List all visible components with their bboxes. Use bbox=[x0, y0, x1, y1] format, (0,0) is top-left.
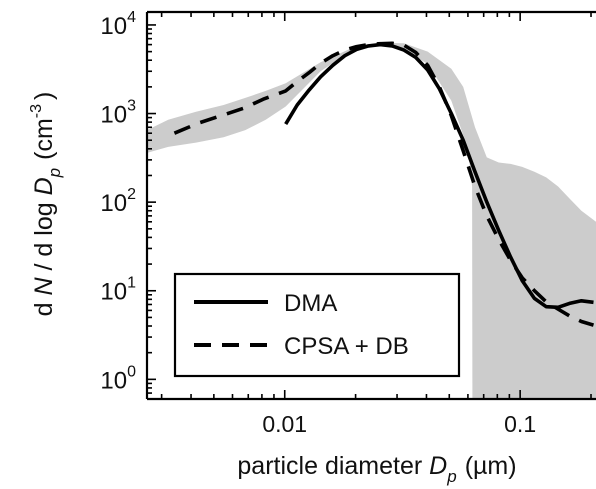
x-tick-label: 0.01 bbox=[262, 411, 307, 437]
y-tick-label: 100 bbox=[100, 363, 136, 394]
y-tick-label: 102 bbox=[100, 186, 136, 217]
series-line-cpsa-db bbox=[173, 41, 595, 327]
axis-ticks bbox=[147, 12, 592, 400]
y-axis-label-unit-open: (cm bbox=[30, 118, 58, 160]
y-axis-label: d N / d log Dp (cm-3) bbox=[28, 92, 64, 317]
y-axis-label-n: N bbox=[30, 276, 58, 295]
x-axis-label-subscript: p bbox=[446, 467, 456, 486]
legend-label-dma: DMA bbox=[284, 290, 337, 317]
y-tick-label: 104 bbox=[100, 9, 136, 40]
x-axis-label-symbol: D bbox=[429, 452, 447, 480]
legend-box bbox=[173, 272, 461, 378]
y-axis-label-mid: / d log bbox=[30, 202, 58, 270]
legend: DMA CPSA + DB bbox=[173, 272, 461, 378]
x-tick-label: 0.1 bbox=[504, 411, 536, 437]
y-axis-label-symbol: D bbox=[30, 177, 58, 195]
legend-label-cpsa-db: CPSA + DB bbox=[284, 333, 409, 360]
y-axis-label-subscript: p bbox=[45, 168, 64, 178]
x-axis-label-main: particle diameter bbox=[237, 452, 422, 480]
axis-tick-labels: 0.01 0.1 100 101 102 103 104 bbox=[100, 9, 536, 437]
y-axis-label-d: d bbox=[30, 302, 58, 316]
y-tick-label: 101 bbox=[100, 275, 136, 306]
uncertainty-band-layer bbox=[147, 42, 596, 399]
x-axis-label: particle diameter Dp (µm) bbox=[237, 452, 516, 486]
series-layer bbox=[173, 41, 595, 327]
uncertainty-band bbox=[147, 42, 596, 399]
y-axis-label-unit-close: ) bbox=[30, 92, 58, 100]
y-axis-label-unit-exp: -3 bbox=[28, 104, 45, 118]
y-tick-label: 103 bbox=[100, 98, 136, 129]
x-axis-label-unit: (µm) bbox=[465, 452, 517, 480]
